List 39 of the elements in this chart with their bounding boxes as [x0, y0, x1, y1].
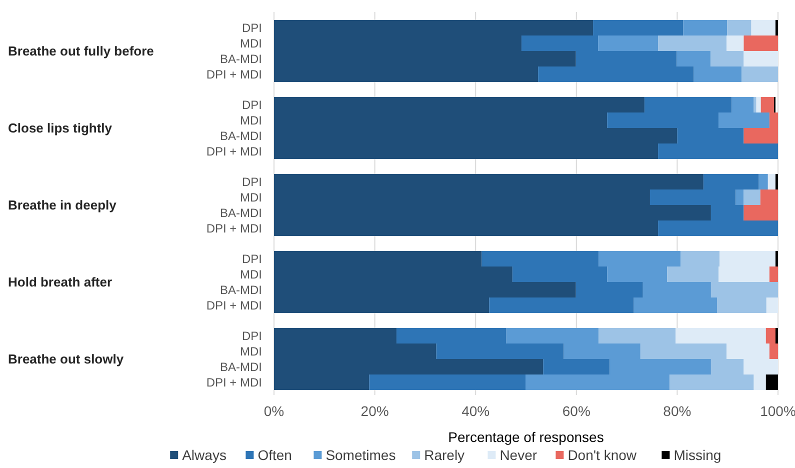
- y-tick-label: DPI: [242, 174, 262, 189]
- text: Breathe out fully before: [8, 44, 154, 59]
- y-tick-label: BA-MDI: [220, 206, 262, 220]
- x-tick-label: 40%: [462, 403, 490, 419]
- legend-label: Sometimes: [326, 447, 396, 463]
- x-tick-label: 0%: [264, 403, 284, 419]
- x-tick-label: 20%: [360, 403, 389, 419]
- legend-label: Missing: [674, 447, 722, 463]
- text: Breathe in deeply: [8, 198, 118, 213]
- y-tick-label: MDI: [240, 113, 262, 128]
- y-tick-label: BA-MDI: [220, 360, 262, 374]
- y-tick-label: DPI + MDI: [206, 221, 262, 236]
- x-tick-label: 100%: [760, 403, 795, 419]
- y-tick-label: MDI: [240, 267, 262, 282]
- legend-label: Rarely: [424, 447, 465, 463]
- text: Close lips tightly: [8, 120, 113, 136]
- text: Hold breath after: [8, 274, 112, 290]
- legend-label: Always: [182, 447, 226, 463]
- y-tick-label: DPI + MDI: [206, 144, 262, 158]
- legend-label: Never: [500, 447, 538, 463]
- x-axis-title: Percentage of responses: [448, 429, 604, 445]
- y-tick-label: DPI + MDI: [206, 67, 262, 82]
- y-tick-label: DPI: [242, 252, 262, 266]
- x-tick-label: 80%: [663, 403, 692, 419]
- y-tick-label: DPI: [242, 98, 262, 112]
- legend-label: Often: [258, 447, 292, 463]
- y-tick-label: DPI + MDI: [206, 375, 262, 390]
- text: Breathe out slowly: [8, 352, 124, 367]
- y-tick-label: MDI: [240, 344, 262, 358]
- y-tick-label: BA-MDI: [220, 282, 262, 297]
- legend-label: Don't know: [568, 447, 638, 463]
- y-tick-label: MDI: [240, 190, 262, 204]
- y-tick-label: BA-MDI: [220, 52, 262, 66]
- y-tick-label: DPI: [242, 20, 262, 35]
- x-tick-label: 60%: [562, 403, 590, 419]
- y-tick-label: DPI + MDI: [206, 298, 262, 312]
- y-tick-label: DPI: [242, 328, 262, 343]
- y-tick-label: BA-MDI: [220, 128, 262, 143]
- y-tick-label: MDI: [240, 36, 262, 50]
